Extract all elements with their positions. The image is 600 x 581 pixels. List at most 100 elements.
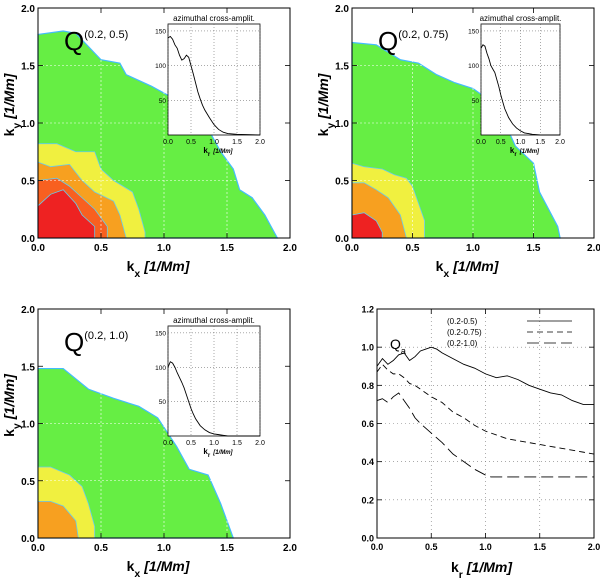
bottom-right-legend-label-0: (0.2-0.5) [447,317,478,326]
top-right-inset-xtick-label: 0.0 [476,139,486,146]
top-right-inset-ytick-label: 100 [468,63,479,70]
bottom-right-xtick-label: 0.5 [425,542,438,552]
top-left-ytick-label: 0.5 [21,177,35,188]
top-left-xlabel: kx [1/Mm] [127,258,191,280]
top-right-inset-xtick-label: 2.0 [555,139,565,146]
bottom-right-ytick-label: 0.4 [361,457,374,467]
top-left-inset-frame [167,23,261,136]
bottom-right-ytick-label: 0.2 [361,495,374,505]
bottom-left-inset-xtick-label: 2.0 [255,440,265,447]
bottom-left-ytick-label: 1.5 [21,362,35,373]
bottom-left-inset-curve [167,361,260,437]
top-right-ytick-label: 2.0 [335,4,349,15]
bottom-right-series-2 [376,392,594,478]
bottom-right-xtick-label: 1.0 [479,542,492,552]
top-left-inset-xtick-label: 2.0 [255,139,265,146]
top-left-inset-curve [167,35,261,136]
bottom-left-ytick-label: 0.5 [21,477,35,488]
bottom-left-inset-xlabel: kr [1/Mm] [203,447,233,459]
bottom-left-xtick-label: 1.5 [220,543,234,554]
top-left-inset-ytick-label: 100 [155,63,166,70]
bottom-right-ytick-label: 0.0 [361,534,374,544]
bottom-left-xlabel: kx [1/Mm] [127,558,191,580]
top-right-ylabel: ky[1/Mm] [315,72,337,136]
top-left-xtick-label: 0.0 [31,243,45,254]
bottom-left-xtick-label: 0.0 [31,543,45,554]
top-left-xtick-label: 1.0 [157,243,171,254]
top-right-inset-ytick-label: 150 [468,28,479,35]
bottom-left-inset-ytick-label: 150 [155,330,166,337]
top-right-inset-title: azimuthal cross-amplit. [480,14,562,23]
top-left-xtick-label: 2.0 [283,243,297,254]
top-right-inset-xtick-label: 0.5 [496,139,506,146]
bottom-right-ytick-label: 0.6 [361,419,374,429]
bottom-right-legend-label-2: (0.2-1.0) [447,339,478,348]
top-right-q-label: Q(0.2, 0.75) [378,26,448,56]
top-left-inset-ytick-label: 150 [155,28,166,35]
bottom-left-ylabel: ky[1/Mm] [1,373,23,437]
top-left-xtick-label: 0.5 [94,243,108,254]
top-right-inset-ytick-label: 50 [472,98,480,105]
top-left-inset: 0.0 0.5 1.0 1.5 2.0 50 100 150 azimuthal cross-a… [155,14,265,158]
bottom-left-inset: 0.0 0.5 1.0 1.5 2.0 50 100 150 azimuthal cross-a… [155,316,265,459]
bottom-right-legend-label-1: (0.2-0.75) [447,328,482,337]
panel-top-left: 0.0 0.5 1.0 1.5 2.0 0.0 0.5 1.0 1.5 2.0 Q(0.2, 0.5… [1,4,297,280]
bottom-right-qa-label: Qa [390,336,406,356]
top-left-inset-xtick-label: 0.0 [163,139,173,146]
top-right-inset-curve [480,44,560,136]
top-left-inset-xtick-label: 1.5 [232,139,242,146]
top-right-xtick-label: 0.0 [345,243,359,254]
top-left-q-label: Q(0.2, 0.5) [64,26,128,56]
top-right-xtick-label: 0.5 [406,243,420,254]
bottom-left-inset-ytick-label: 100 [155,365,166,372]
top-right-xlabel: kx [1/Mm] [436,258,500,280]
top-right-ytick-label: 1.5 [335,62,349,73]
bottom-left-xtick-label: 1.0 [157,543,171,554]
top-right-inset-xtick-label: 1.5 [535,139,545,146]
top-left-inset-xtick-label: 1.0 [209,139,219,146]
bottom-right-xtick-label: 2.0 [588,542,600,552]
top-left-ytick-label: 0.0 [21,234,35,245]
bottom-left-ytick-label: 1.0 [21,420,35,431]
bottom-left-ytick-label: 2.0 [21,305,35,316]
top-left-ylabel: ky[1/Mm] [1,72,23,136]
bottom-right-ytick-label: 0.8 [361,381,374,391]
bottom-left-inset-title: azimuthal cross-amplit. [173,316,255,325]
bottom-left-inset-xtick-label: 0.0 [163,440,173,447]
panel-top-right: 0.0 0.5 1.0 1.5 2.0 0.0 0.5 1.0 1.5 2.0 Q(0.2, 0.7… [315,4,600,280]
top-right-xtick-label: 1.0 [466,243,480,254]
bottom-left-ytick-label: 0.0 [21,534,35,545]
panel-bottom-right: 0.0 0.5 1.0 1.5 2.0 0.0 0.2 0.4 0.6 0.8 1.0 1.2 (0.2… [361,305,600,581]
bottom-right-series-0 [376,346,594,405]
top-right-ytick-label: 0.0 [335,234,349,245]
top-right-inset-xlabel: kr [1/Mm] [510,146,540,158]
bottom-left-contour-level-0 [37,367,235,539]
bottom-right-xtick-label: 0.0 [371,542,384,552]
top-right-xtick-label: 2.0 [587,243,600,254]
bottom-left-inset-xtick-label: 1.0 [209,440,219,447]
bottom-right-series-1 [376,363,595,455]
top-left-ytick-label: 2.0 [21,4,35,15]
top-left-inset-xtick-label: 0.5 [186,139,196,146]
bottom-right-xlabel: kr [1/Mm] [451,559,513,581]
bottom-left-q-label: Q(0.2, 1.0) [64,327,128,357]
top-left-ytick-label: 1.0 [21,119,35,130]
top-left-inset-title: azimuthal cross-amplit. [173,14,255,23]
top-left-xtick-label: 1.5 [220,243,234,254]
top-right-inset-frame [480,23,561,136]
bottom-left-inset-xtick-label: 0.5 [186,440,196,447]
top-right-ytick-label: 1.0 [335,119,349,130]
bottom-left-xtick-label: 2.0 [283,543,297,554]
bottom-right-ytick-label: 1.0 [361,343,374,353]
top-right-inset-xtick-label: 1.0 [516,139,526,146]
bottom-left-inset-xtick-label: 1.5 [232,440,242,447]
top-left-ytick-label: 1.5 [21,62,35,73]
bottom-right-ytick-label: 1.2 [361,305,374,315]
bottom-right-xtick-label: 1.5 [533,542,546,552]
top-right-ytick-label: 0.5 [335,177,349,188]
top-left-inset-ytick-label: 50 [159,98,167,105]
bottom-left-inset-ytick-label: 50 [159,399,167,406]
top-right-xtick-label: 1.5 [527,243,541,254]
